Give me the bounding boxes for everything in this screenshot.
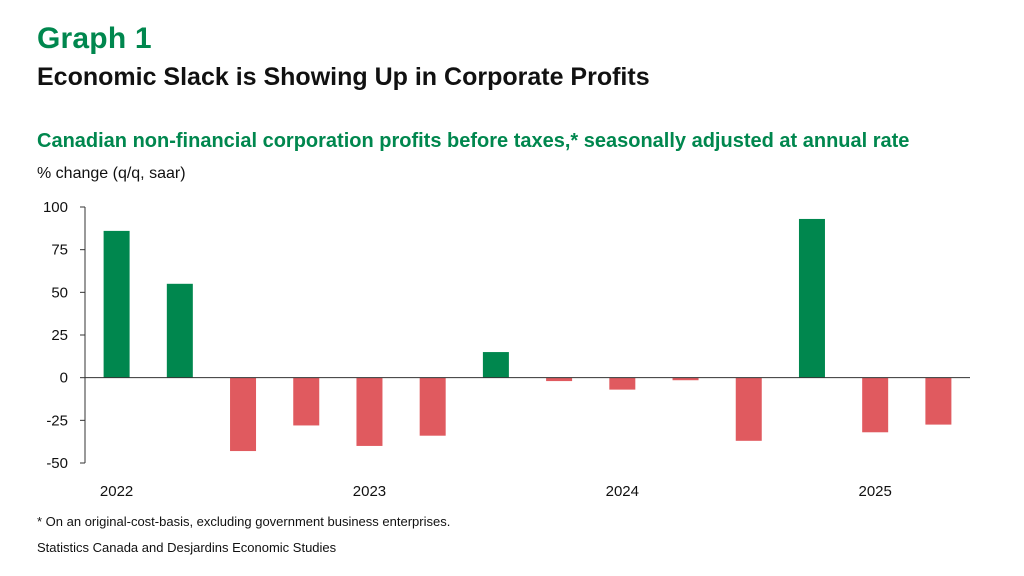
chart-subtitle: Canadian non-financial corporation profi… xyxy=(37,130,910,152)
bar xyxy=(672,377,699,381)
x-tick-label: 2025 xyxy=(858,483,891,500)
y-tick-label: 25 xyxy=(51,327,68,344)
graph-title: Economic Slack is Showing Up in Corporat… xyxy=(37,63,650,91)
y-tick-label: -50 xyxy=(46,455,68,472)
bar xyxy=(735,377,762,441)
bar xyxy=(798,218,825,378)
x-tick-label: 2022 xyxy=(100,483,133,500)
bar xyxy=(862,377,889,433)
bar xyxy=(925,377,952,425)
x-tick-label: 2023 xyxy=(353,483,386,500)
bar xyxy=(103,230,130,378)
bar xyxy=(230,377,257,452)
footnote: * On an original-cost-basis, excluding g… xyxy=(37,514,451,529)
y-axis-label: % change (q/q, saar) xyxy=(37,165,186,182)
y-tick-label: 75 xyxy=(51,242,68,259)
bar-chart: 100 75 50 25 0 -25 -50 2022 2023 2024 2025 xyxy=(43,199,970,500)
y-tick-label: 0 xyxy=(60,370,68,387)
bar xyxy=(356,377,383,446)
graph-label: Graph 1 xyxy=(37,22,152,55)
bar xyxy=(166,283,193,378)
source-note: Statistics Canada and Desjardins Economi… xyxy=(37,540,337,555)
bar xyxy=(482,352,509,378)
bar xyxy=(293,377,320,426)
y-tick-label: -25 xyxy=(46,412,68,429)
y-tick-label: 100 xyxy=(43,199,68,216)
bar xyxy=(419,377,446,436)
bar xyxy=(546,377,573,382)
bar xyxy=(609,377,636,390)
x-tick-label: 2024 xyxy=(606,483,639,500)
y-tick-label: 50 xyxy=(51,284,68,301)
